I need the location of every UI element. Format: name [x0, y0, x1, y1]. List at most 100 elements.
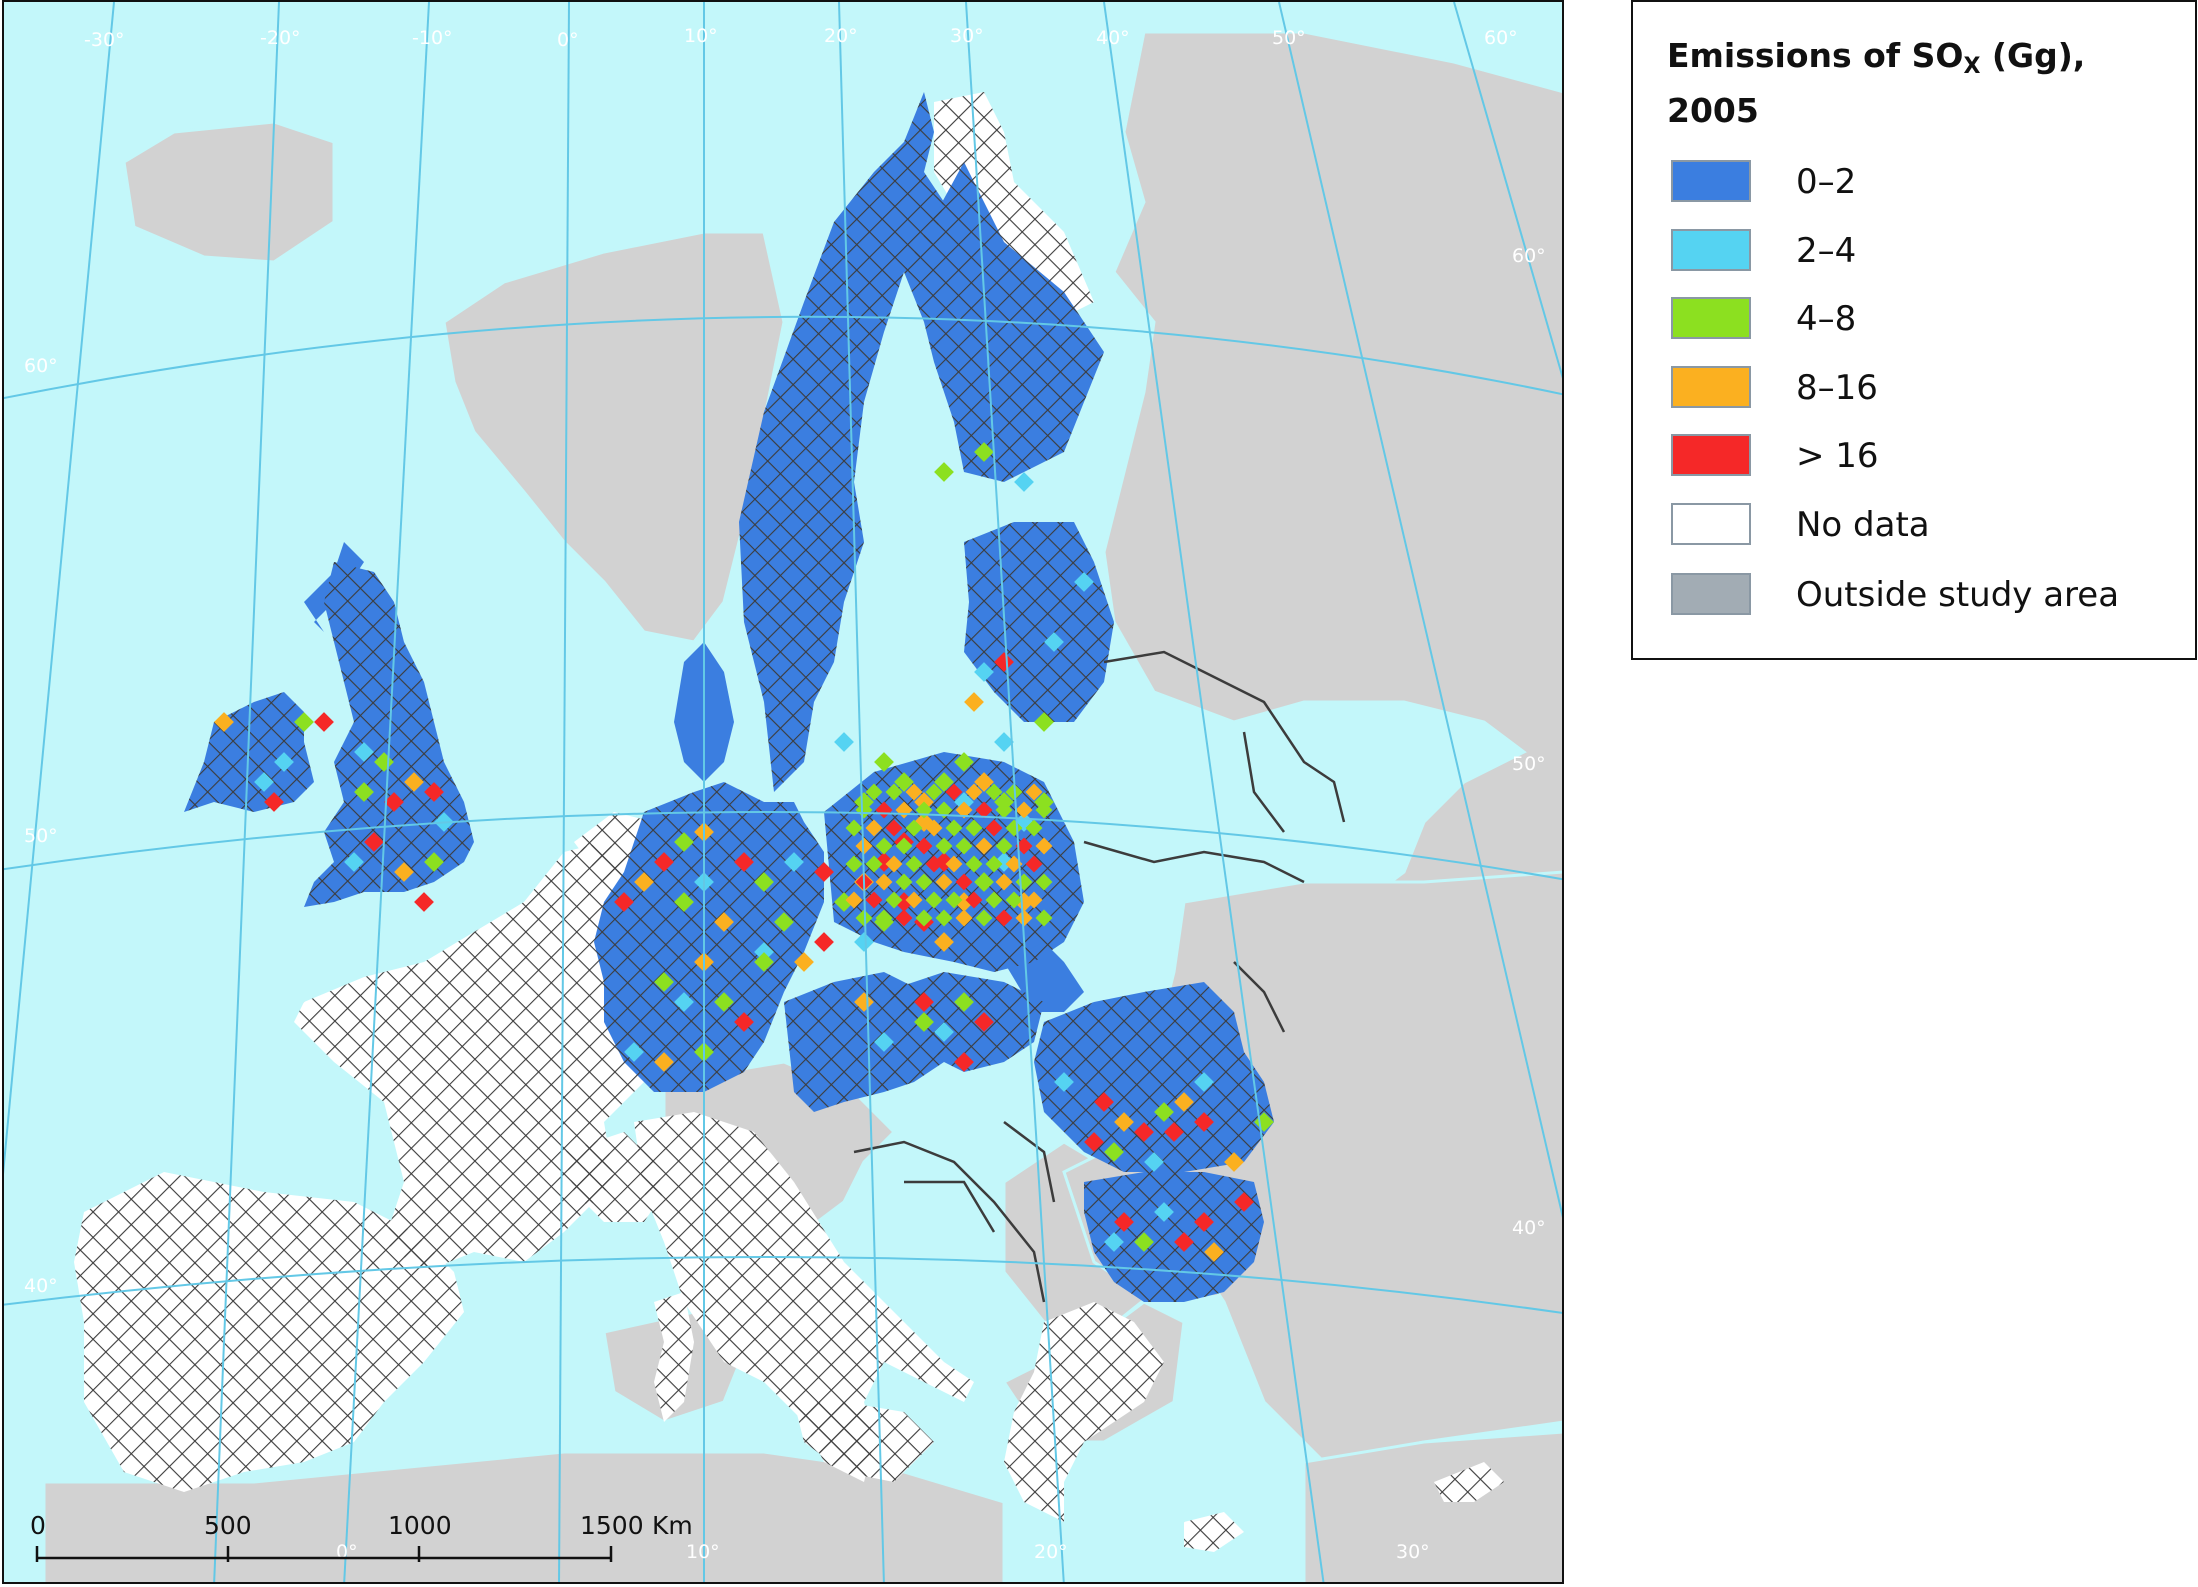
graticule-label: 0° [557, 29, 579, 51]
emission-cell [914, 1012, 934, 1032]
emission-cell [1104, 1232, 1124, 1252]
emission-cell [885, 819, 903, 837]
emission-cell [865, 891, 883, 909]
emission-cell [854, 992, 874, 1012]
emission-cell [975, 873, 993, 891]
graticule-label: 30° [1396, 1541, 1430, 1563]
legend-item-outside-study-area: Outside study area [1671, 573, 2191, 617]
emission-cell [734, 1012, 754, 1032]
emission-cell [654, 852, 674, 872]
emission-cell [774, 912, 794, 932]
emission-cell [714, 992, 734, 1012]
graticule-label: 50° [1512, 753, 1546, 775]
graticule-labels: -30° -20° -10° 0° 10° 20° 30° 40° 50° 60… [24, 25, 1546, 1563]
emission-cell [1084, 1132, 1104, 1152]
emission-cell [995, 837, 1013, 855]
emission-cell [1015, 801, 1033, 819]
emission-cell [354, 742, 374, 762]
emission-cell [875, 873, 893, 891]
legend-title: Emissions of SOX (Gg), 2005 [1667, 34, 2187, 133]
emission-cell [974, 442, 994, 462]
emission-cell [934, 772, 954, 792]
emission-cell [344, 852, 364, 872]
emission-cell [915, 873, 933, 891]
emission-cell [294, 712, 314, 732]
graticule-label: 30° [950, 25, 984, 47]
emission-cell [915, 909, 933, 927]
emission-cell [905, 855, 923, 873]
emission-cell [964, 692, 984, 712]
emission-cell [754, 952, 774, 972]
emission-cell [1014, 472, 1034, 492]
graticule-label: 40° [1512, 1217, 1546, 1239]
emission-cell [1134, 1122, 1154, 1142]
emission-cell [1104, 1142, 1124, 1162]
legend-label: 2–4 [1796, 231, 1857, 271]
emission-cell [654, 1052, 674, 1072]
emission-cell [955, 909, 973, 927]
emission-cell [875, 837, 893, 855]
legend-title-subscript: X [1963, 54, 1981, 79]
emission-cell [1074, 572, 1094, 592]
emission-cell [895, 873, 913, 891]
emission-cell [994, 732, 1014, 752]
europe-map[interactable]: -30° -20° -10° 0° 10° 20° 30° 40° 50° 60… [4, 2, 1564, 1584]
emission-cell [654, 972, 674, 992]
legend-item-over-16: > 16 [1671, 434, 2191, 478]
emission-cell [845, 855, 863, 873]
emission-cell [995, 873, 1013, 891]
emission-cell [934, 932, 954, 952]
emission-cell [274, 752, 294, 772]
emission-cell [1015, 837, 1033, 855]
emission-cell [954, 1052, 974, 1072]
emission-cell [945, 783, 963, 801]
emission-cell [995, 909, 1013, 927]
emission-cell [874, 1032, 894, 1052]
emission-cell [814, 862, 834, 882]
legend-swatch [1671, 503, 1751, 545]
emission-cell [1134, 1232, 1154, 1252]
legend-item-no-data: No data [1671, 503, 2191, 547]
legend-swatch [1671, 160, 1751, 202]
emission-cell [985, 855, 1003, 873]
emission-cell [925, 783, 943, 801]
emission-cell [404, 772, 424, 792]
emission-cell [754, 872, 774, 892]
map-panel[interactable]: -30° -20° -10° 0° 10° 20° 30° 40° 50° 60… [2, 0, 1564, 1584]
scale-tick-label: 1000 [388, 1511, 452, 1540]
emission-cell [894, 772, 914, 792]
emission-cell [614, 892, 634, 912]
emission-cell [965, 891, 983, 909]
emission-cell [364, 832, 384, 852]
emission-cell [985, 891, 1003, 909]
emission-cell [905, 783, 923, 801]
emission-cell [1154, 1202, 1174, 1222]
emission-cell [965, 783, 983, 801]
legend-title-prefix: Emissions of SO [1667, 36, 1964, 75]
graticule-label: 60° [24, 355, 58, 377]
emission-cell [974, 662, 994, 682]
emission-cell [1035, 837, 1053, 855]
emission-cell [1005, 891, 1023, 909]
legend-label: 8–16 [1796, 368, 1878, 408]
emission-cell [945, 855, 963, 873]
legend-item-2-4: 2–4 [1671, 229, 2191, 273]
emission-cell [1015, 909, 1033, 927]
emission-cell [674, 892, 694, 912]
emission-cell [1194, 1212, 1214, 1232]
emission-cell [994, 652, 1014, 672]
legend-label: 0–2 [1796, 162, 1857, 202]
emission-cell [895, 909, 913, 927]
emission-cell [974, 772, 994, 792]
emission-cell [954, 992, 974, 1012]
graticule-label: 40° [1096, 27, 1130, 49]
emission-cell [865, 819, 883, 837]
scale-tick-label: 0 [30, 1511, 46, 1540]
emission-cell [854, 932, 874, 952]
emission-cell [905, 891, 923, 909]
emission-cell [424, 852, 444, 872]
legend-item-4-8: 4–8 [1671, 297, 2191, 341]
legend-item-0-2: 0–2 [1671, 160, 2191, 204]
emission-cell [784, 852, 804, 872]
emission-cell [934, 1022, 954, 1042]
